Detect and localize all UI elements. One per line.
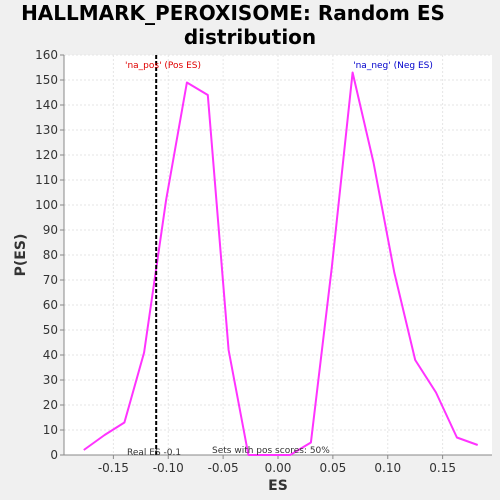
y-tick-label: 30	[43, 373, 58, 387]
x-tick-label: 0.05	[320, 461, 347, 475]
y-tick-label: 0	[50, 448, 58, 462]
x-tick-label: 0.00	[265, 461, 292, 475]
y-tick-label: 80	[43, 248, 58, 262]
y-tick-label: 60	[43, 298, 58, 312]
pos-scores-label: Sets with pos scores: 50%	[212, 446, 330, 456]
x-tick-label: -0.15	[98, 461, 129, 475]
y-tick-label: 40	[43, 348, 58, 362]
x-tick-label: 0.15	[429, 461, 456, 475]
y-tick-label: 70	[43, 273, 58, 287]
pos-es-label: 'na_pos' (Pos ES)	[125, 61, 201, 71]
y-tick-label: 140	[35, 98, 58, 112]
x-axis-label: ES	[268, 478, 288, 494]
y-ticks: 0 10 20 30 40 50 60 70 80 90 100 110 120 130 140 150 160	[35, 48, 64, 462]
x-tick-label: -0.05	[208, 461, 239, 475]
real-es-label: Real ES -0.1	[127, 448, 181, 458]
neg-es-label: 'na_neg' (Neg ES)	[353, 61, 433, 71]
x-tick-label: -0.10	[153, 461, 184, 475]
y-tick-label: 120	[35, 148, 58, 162]
series-line	[83, 71, 479, 456]
chart-title-line2: distribution	[184, 25, 316, 49]
y-tick-label: 130	[35, 123, 58, 137]
y-tick-label: 150	[35, 73, 58, 87]
grid	[64, 54, 492, 456]
y-tick-label: 20	[43, 398, 58, 412]
y-tick-label: 50	[43, 323, 58, 337]
y-tick-label: 100	[35, 198, 58, 212]
series-layer	[83, 71, 479, 456]
y-tick-label: 90	[43, 223, 58, 237]
x-tick-label: 0.10	[374, 461, 401, 475]
y-tick-label: 110	[35, 173, 58, 187]
y-axis-label: P(ES)	[13, 234, 29, 277]
y-tick-label: 10	[43, 423, 58, 437]
x-ticks: -0.15 -0.10 -0.05 0.00 0.05 0.10 0.15	[98, 455, 456, 475]
chart-title-line1: HALLMARK_PEROXISOME: Random ES	[21, 1, 445, 25]
y-tick-label: 160	[35, 48, 58, 62]
